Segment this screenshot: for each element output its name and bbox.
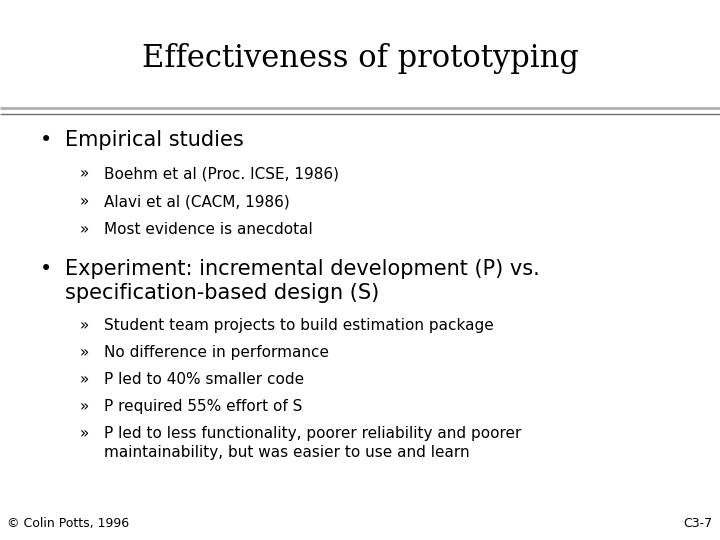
Text: P led to less functionality, poorer reliability and poorer
maintainability, but : P led to less functionality, poorer reli… bbox=[104, 426, 522, 460]
Text: »: » bbox=[79, 426, 89, 441]
Text: Alavi et al (CACM, 1986): Alavi et al (CACM, 1986) bbox=[104, 194, 290, 210]
Text: »: » bbox=[79, 166, 89, 181]
Text: Empirical studies: Empirical studies bbox=[65, 130, 243, 150]
Text: »: » bbox=[79, 194, 89, 210]
Text: »: » bbox=[79, 372, 89, 387]
Text: •: • bbox=[40, 259, 52, 279]
Text: Boehm et al (Proc. ICSE, 1986): Boehm et al (Proc. ICSE, 1986) bbox=[104, 166, 339, 181]
Text: No difference in performance: No difference in performance bbox=[104, 345, 329, 360]
Text: C3-7: C3-7 bbox=[684, 517, 713, 530]
Text: P required 55% effort of S: P required 55% effort of S bbox=[104, 399, 303, 414]
Text: Effectiveness of prototyping: Effectiveness of prototyping bbox=[142, 43, 578, 74]
Text: •: • bbox=[40, 130, 52, 150]
Text: »: » bbox=[79, 345, 89, 360]
Text: Most evidence is anecdotal: Most evidence is anecdotal bbox=[104, 222, 313, 238]
Text: »: » bbox=[79, 399, 89, 414]
Text: Student team projects to build estimation package: Student team projects to build estimatio… bbox=[104, 318, 494, 333]
Text: »: » bbox=[79, 222, 89, 238]
Text: P led to 40% smaller code: P led to 40% smaller code bbox=[104, 372, 305, 387]
Text: © Colin Potts, 1996: © Colin Potts, 1996 bbox=[7, 517, 130, 530]
Text: Experiment: incremental development (P) vs.
specification-based design (S): Experiment: incremental development (P) … bbox=[65, 259, 539, 303]
Text: »: » bbox=[79, 318, 89, 333]
